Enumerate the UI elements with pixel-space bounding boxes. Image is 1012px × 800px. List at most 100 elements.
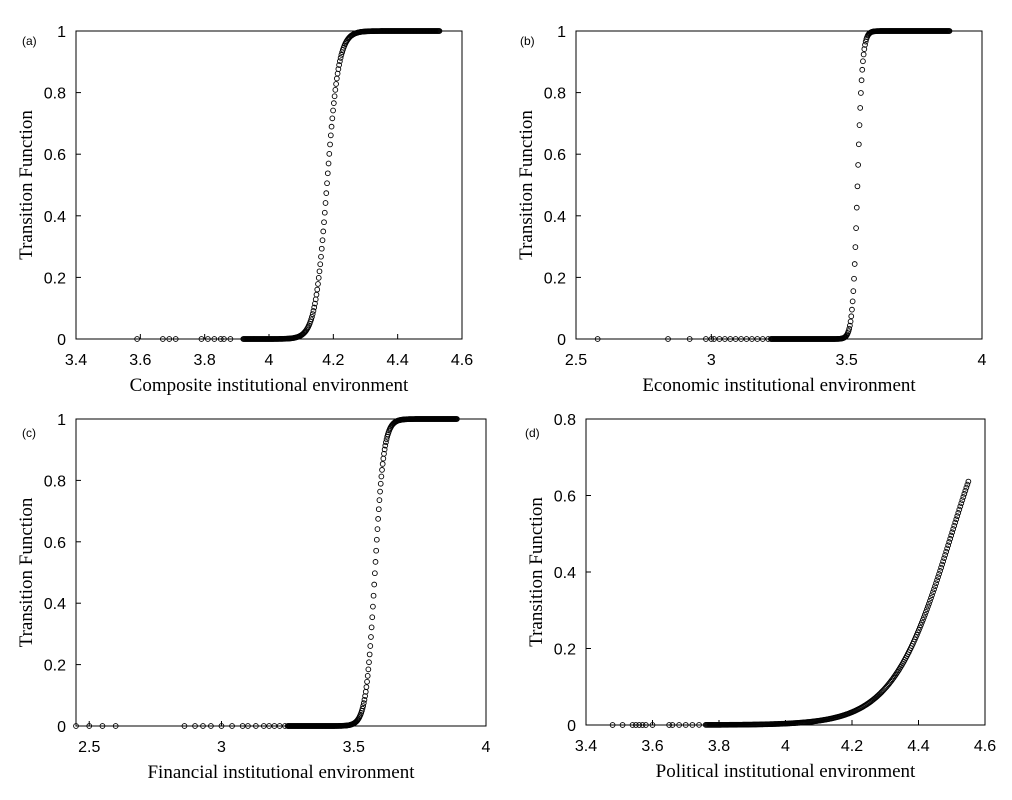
data-point <box>332 87 339 93</box>
data-point <box>956 506 963 513</box>
x-tick-label: 4.4 <box>387 352 409 369</box>
data-point <box>922 611 928 618</box>
data-point <box>211 336 218 342</box>
data-point <box>368 624 375 631</box>
x-tick-label: 4 <box>482 739 491 756</box>
data-point <box>933 580 939 587</box>
data-point <box>229 723 235 729</box>
data-point <box>86 723 93 729</box>
data-point <box>686 336 693 342</box>
data-point <box>318 245 325 252</box>
data-point <box>160 336 166 342</box>
data-point <box>926 600 932 607</box>
y-tick-label: 0.6 <box>44 535 66 552</box>
x-tick-label: 2.5 <box>78 739 100 756</box>
series-markers <box>73 416 460 729</box>
data-point <box>383 439 389 446</box>
data-point <box>856 122 863 128</box>
data-point <box>333 81 339 87</box>
y-tick-label: 0.4 <box>44 209 66 226</box>
data-point <box>371 581 378 588</box>
data-point <box>335 66 342 72</box>
data-point <box>319 237 326 244</box>
data-point <box>311 304 318 311</box>
data-point <box>937 567 943 574</box>
data-point <box>360 700 367 706</box>
data-point <box>953 516 960 523</box>
data-point <box>221 336 227 342</box>
data-point <box>315 281 321 287</box>
data-point <box>847 318 854 325</box>
data-point <box>271 723 278 729</box>
data-point <box>711 336 717 342</box>
data-point <box>947 535 954 542</box>
data-point <box>361 696 368 703</box>
y-tick-label: 1 <box>57 24 66 41</box>
plot-frame <box>75 30 463 340</box>
data-point <box>847 322 853 329</box>
data-point <box>689 722 696 728</box>
data-point <box>309 311 316 317</box>
data-point <box>316 268 323 275</box>
data-point <box>73 723 79 729</box>
data-point <box>722 336 728 342</box>
data-point <box>862 42 868 48</box>
data-point <box>861 46 868 52</box>
data-point <box>965 478 972 485</box>
data-point <box>375 506 382 513</box>
data-point <box>854 183 861 190</box>
y-tick-label: 0.2 <box>544 270 566 287</box>
data-point <box>855 141 862 148</box>
x-tick-label: 4 <box>265 352 274 369</box>
y-tick-label: 0 <box>557 332 566 349</box>
x-tick-label: 3.8 <box>194 352 216 369</box>
data-point <box>227 336 234 342</box>
data-point <box>192 723 198 729</box>
data-point <box>925 603 931 610</box>
data-point <box>374 526 381 532</box>
data-point <box>943 548 950 555</box>
data-point <box>379 467 385 473</box>
data-point <box>946 539 953 545</box>
data-point <box>337 58 343 65</box>
data-point <box>962 487 969 494</box>
data-point <box>381 446 388 453</box>
data-point <box>321 219 327 226</box>
data-point <box>362 693 368 699</box>
plot-frame <box>75 418 487 727</box>
data-point <box>260 723 267 729</box>
y-tick-label: 0.6 <box>554 489 576 506</box>
data-point <box>743 336 750 342</box>
x-tick-label: 4 <box>781 738 790 755</box>
y-tick-label: 0.2 <box>554 642 576 659</box>
data-point <box>696 722 702 728</box>
series-markers <box>134 28 443 342</box>
data-point <box>860 58 866 65</box>
data-point <box>594 336 601 342</box>
data-point <box>324 170 331 177</box>
data-point <box>850 288 857 294</box>
data-point <box>633 722 639 728</box>
data-point <box>848 313 855 320</box>
plot-frame <box>575 30 983 340</box>
x-tick-label: 3.4 <box>65 352 87 369</box>
data-point <box>363 684 370 690</box>
data-point <box>218 723 225 729</box>
data-point <box>959 497 966 503</box>
data-point <box>166 336 173 342</box>
data-point <box>172 336 179 342</box>
x-tick-label: 3.8 <box>708 738 730 755</box>
data-point <box>377 480 384 487</box>
data-point <box>368 634 374 640</box>
data-point <box>337 55 344 61</box>
y-tick-label: 0.6 <box>44 147 66 164</box>
y-axis-title: Transition Function <box>16 110 37 260</box>
chart-0: (a) 3.4 3.6 3.8 4 4.2 4.4 4.6 0 0.2 0.4 0.6 0.8 1 Comp… <box>16 24 473 396</box>
data-point <box>849 298 856 305</box>
data-point <box>334 70 341 77</box>
x-axis-title: Financial institutional environment <box>147 762 415 783</box>
data-point <box>276 723 283 729</box>
data-point <box>931 586 937 593</box>
y-axis-title: Transition Function <box>526 497 547 647</box>
